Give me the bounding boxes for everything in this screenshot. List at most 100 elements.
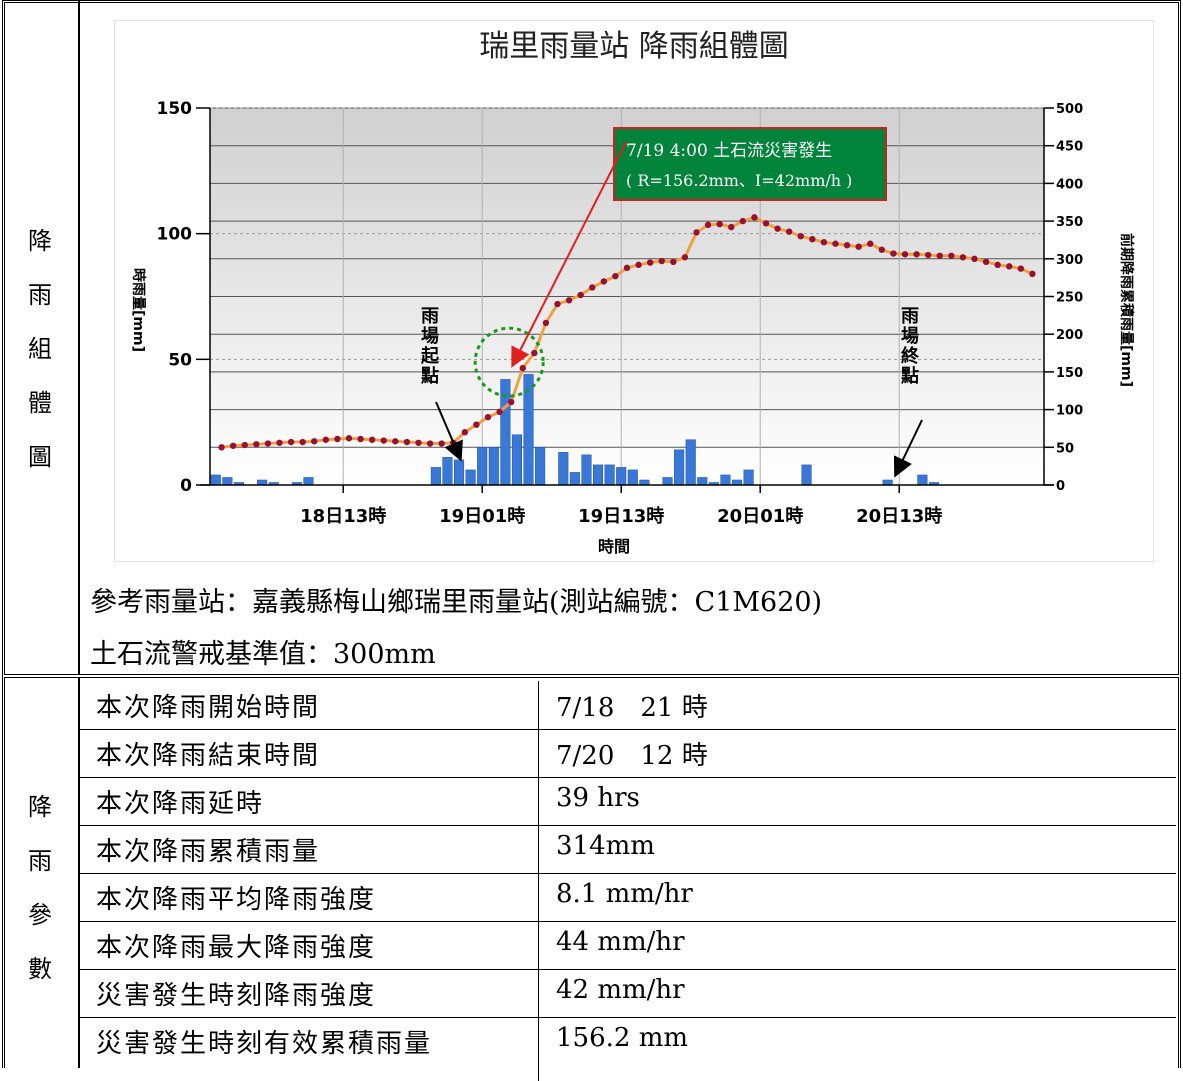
section-divider xyxy=(4,674,1179,678)
line-point xyxy=(507,398,515,406)
x-tick-label: 19日01時 xyxy=(439,506,525,527)
axes: 0 50 100 150 0 50 100 150 200 250 300 350 400 450 500 1… xyxy=(157,99,1084,527)
y-tick-label-right: 100 xyxy=(1056,404,1083,419)
bar xyxy=(604,464,615,486)
line-point xyxy=(357,435,364,443)
section-params-label: 降 雨 參 數 xyxy=(18,780,70,996)
bar xyxy=(732,479,743,486)
param-value: 7/20 12 時 xyxy=(556,741,708,771)
param-label: 本次降雨平均降雨強度 xyxy=(96,885,377,915)
line-point xyxy=(670,258,677,266)
line-point xyxy=(693,229,700,236)
y-axis-label-left: 時雨量[mm] xyxy=(130,268,147,352)
param-label: 本次降雨結束時間 xyxy=(96,741,321,771)
y-tick-label-right: 50 xyxy=(1056,441,1074,456)
event-box xyxy=(613,127,887,201)
line-point xyxy=(426,440,434,447)
line-point xyxy=(982,258,990,266)
start-label-char: 點 xyxy=(420,366,439,387)
line-point xyxy=(820,239,828,246)
bar xyxy=(627,469,638,486)
row-divider xyxy=(80,825,1176,826)
param-value: 314mm xyxy=(556,831,655,861)
line-point xyxy=(924,251,932,259)
y-tick-label-right: 500 xyxy=(1056,102,1083,117)
param-row: 本次降雨累積雨量 314mm xyxy=(80,825,1178,871)
line-point xyxy=(901,251,909,258)
line-point xyxy=(785,228,793,235)
x-tick-label: 20日01時 xyxy=(717,506,803,527)
param-value: 44 mm/hr xyxy=(556,927,685,957)
end-label-char: 場 xyxy=(901,326,919,347)
bar xyxy=(558,452,569,486)
line-point xyxy=(751,214,758,221)
x-axis-label: 時間 xyxy=(598,537,630,556)
end-arrow xyxy=(893,419,923,478)
end-label-char: 雨 xyxy=(901,306,919,327)
param-label: 災害發生時刻有效累積雨量 xyxy=(96,1029,433,1059)
row-divider xyxy=(80,777,1176,778)
line-point xyxy=(971,255,978,262)
param-value: 39 hrs xyxy=(556,783,640,813)
line-point xyxy=(229,442,237,449)
row-divider xyxy=(80,969,1176,970)
line-point xyxy=(843,242,851,249)
bar xyxy=(674,449,685,486)
line-point xyxy=(704,221,712,229)
bar xyxy=(801,464,812,486)
line-point xyxy=(774,225,781,232)
section-params-char: 數 xyxy=(28,955,52,983)
annotations: 7/19 4:00 土石流災害發生 ( R=156.2mm、I=42mm/h ) 雨… xyxy=(420,127,923,478)
y-tick-label-right: 400 xyxy=(1056,177,1083,192)
bar xyxy=(535,447,546,486)
param-row: 災害發生時刻有效累積雨量 156.2 mm xyxy=(80,1017,1178,1063)
bar xyxy=(303,477,314,486)
column-divider xyxy=(78,0,80,1068)
bar xyxy=(616,467,627,486)
section-chart-char: 圖 xyxy=(28,443,52,471)
row-divider xyxy=(80,1017,1176,1018)
bar xyxy=(511,434,522,486)
param-column-divider xyxy=(538,681,539,1081)
event-box-line1: 7/19 4:00 土石流災害發生 xyxy=(626,141,832,161)
y-tick-label-right: 350 xyxy=(1056,215,1083,230)
start-label-char: 場 xyxy=(421,326,439,347)
bars-series xyxy=(210,374,940,486)
line-point xyxy=(322,436,330,443)
section-chart-label: 降 雨 組 體 圖 xyxy=(18,214,70,484)
line-point xyxy=(612,272,619,280)
section-chart-char: 降 xyxy=(28,227,52,255)
start-label-char: 起 xyxy=(420,345,440,367)
line-point xyxy=(334,435,341,443)
line-point xyxy=(299,438,306,446)
line-point xyxy=(936,252,943,259)
param-row: 本次降雨結束時間 7/20 12 時 xyxy=(80,729,1178,775)
event-highlight-circle xyxy=(473,326,545,398)
line-point xyxy=(600,278,608,285)
param-row: 本次降雨開始時間 7/18 21 時 xyxy=(80,681,1178,727)
param-row: 本次降雨平均降雨強度 8.1 mm/hr xyxy=(80,873,1178,919)
y-tick-label-right: 150 xyxy=(1056,366,1083,381)
line-point xyxy=(878,246,886,253)
line-point xyxy=(681,254,689,261)
row-divider xyxy=(80,873,1176,874)
param-value: 156.2 mm xyxy=(556,1023,689,1053)
warning-value: 土石流警戒基準值：300mm xyxy=(90,639,436,670)
line-point xyxy=(218,444,225,451)
line-point xyxy=(913,251,920,258)
start-arrow xyxy=(435,401,463,462)
x-tick-label: 19日13時 xyxy=(578,506,664,527)
line-point xyxy=(728,223,735,231)
bar xyxy=(882,479,893,486)
bar xyxy=(697,477,708,486)
line-point xyxy=(531,349,538,357)
reference-station: 參考雨量站：嘉義縣梅山鄉瑞里雨量站(測站編號：C1M620) xyxy=(90,587,823,618)
section-params-char: 雨 xyxy=(28,847,52,875)
line-point xyxy=(1017,265,1025,272)
line-point xyxy=(311,438,318,445)
line-point xyxy=(1029,270,1036,278)
param-label: 災害發生時刻降雨強度 xyxy=(96,981,377,1011)
section-params-char: 參 xyxy=(28,901,52,929)
